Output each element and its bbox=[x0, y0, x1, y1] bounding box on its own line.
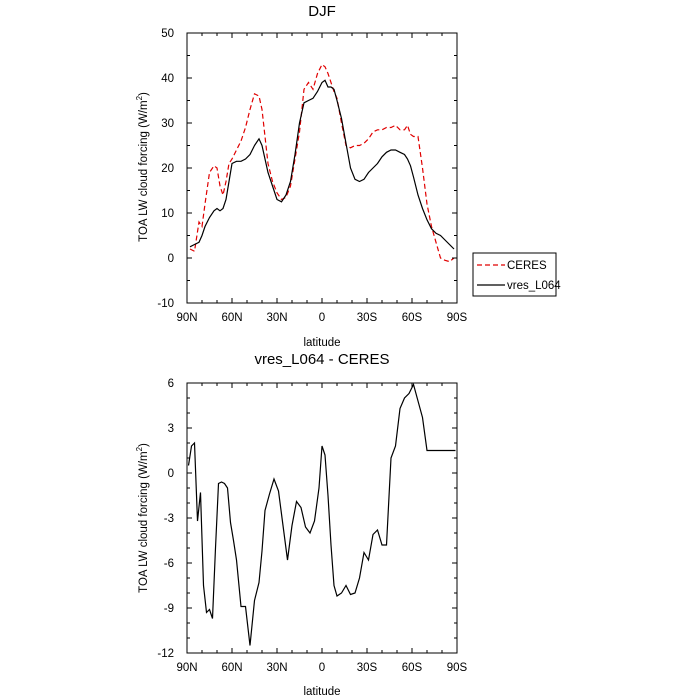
x-tick-label: 0 bbox=[319, 312, 325, 324]
x-tick-label: 90S bbox=[447, 312, 468, 324]
y-tick-label: 30 bbox=[161, 118, 174, 130]
y-axis-title-end: ) bbox=[138, 443, 150, 447]
y-axis-title-text: TOA LW cloud forcing (W/m bbox=[138, 100, 150, 241]
y-tick-label: 6 bbox=[168, 378, 174, 390]
y-tick-label: 40 bbox=[161, 73, 174, 85]
x-tick-label: 30S bbox=[357, 662, 378, 674]
x-axis-title: latitude bbox=[303, 686, 340, 698]
series-line-ceres bbox=[189, 63, 455, 263]
y-tick-label: 20 bbox=[161, 163, 174, 175]
x-axis-label: latitude bbox=[303, 337, 340, 349]
legend-label-ceres: CERES bbox=[507, 260, 547, 272]
panel-title: DJF bbox=[308, 3, 336, 20]
y-tick-label: -6 bbox=[164, 558, 174, 570]
x-tick-label: 30S bbox=[357, 312, 378, 324]
y-axis-title-sup: 2 bbox=[135, 446, 144, 451]
x-tick-label: 90S bbox=[447, 662, 468, 674]
y-tick-label: -3 bbox=[164, 513, 174, 525]
y-axis-title-end: ) bbox=[138, 92, 150, 96]
y-axis-title: TOA LW cloud forcing (W/m2) bbox=[135, 92, 150, 242]
x-tick-label: 60N bbox=[221, 662, 242, 674]
legend: CERES vres_L064 bbox=[472, 252, 561, 297]
y-axis-title-text: TOA LW cloud forcing (W/m bbox=[138, 451, 150, 592]
x-tick-label: 60N bbox=[221, 312, 242, 324]
difference-panel: vres_L064 - CERES 90N 60N 30N 0 30S 60S 90S -12… bbox=[135, 351, 468, 698]
series-line-vres-l064 bbox=[189, 79, 455, 250]
legend-box bbox=[472, 252, 557, 297]
plot-area: 90N 60N 30N 0 30S 60S 90S -12 -9 -6 -3 0 3 6 bbox=[157, 378, 467, 674]
x-tick-label: 60S bbox=[402, 312, 423, 324]
x-tick-label: 0 bbox=[319, 662, 325, 674]
y-tick-label: 0 bbox=[168, 253, 174, 265]
panel-title: vres_L064 - CERES bbox=[254, 351, 389, 368]
y-tick-label: 50 bbox=[161, 28, 174, 40]
x-axis-title: latitude bbox=[303, 337, 340, 349]
y-tick-label: -12 bbox=[157, 648, 174, 660]
x-tick-label: 90N bbox=[176, 662, 197, 674]
plot-frame bbox=[186, 32, 458, 304]
x-tick-label: 30N bbox=[266, 312, 287, 324]
djf-panel: DJF 90N 60N 30N 0 30S 60S 90S -10 0 10 20 30 40 50 la… bbox=[135, 3, 561, 349]
plot-area: 90N 60N 30N 0 30S 60S 90S -10 0 10 20 30 40 50 bbox=[157, 28, 467, 324]
y-axis-title: TOA LW cloud forcing (W/m2) bbox=[135, 443, 150, 593]
y-axis-title-sup: 2 bbox=[135, 95, 144, 100]
y-tick-label: 10 bbox=[161, 208, 174, 220]
series-line-vres-l064-ceres bbox=[187, 383, 456, 646]
y-tick-label: 0 bbox=[168, 468, 174, 480]
legend-label-vres: vres_L064 bbox=[507, 280, 561, 292]
plot-frame bbox=[186, 382, 458, 654]
x-tick-label: 30N bbox=[266, 662, 287, 674]
x-tick-label: 90N bbox=[176, 312, 197, 324]
x-tick-label: 60S bbox=[402, 662, 423, 674]
y-tick-label: -10 bbox=[157, 298, 174, 310]
y-tick-label: -9 bbox=[164, 603, 174, 615]
y-tick-label: 3 bbox=[168, 423, 174, 435]
